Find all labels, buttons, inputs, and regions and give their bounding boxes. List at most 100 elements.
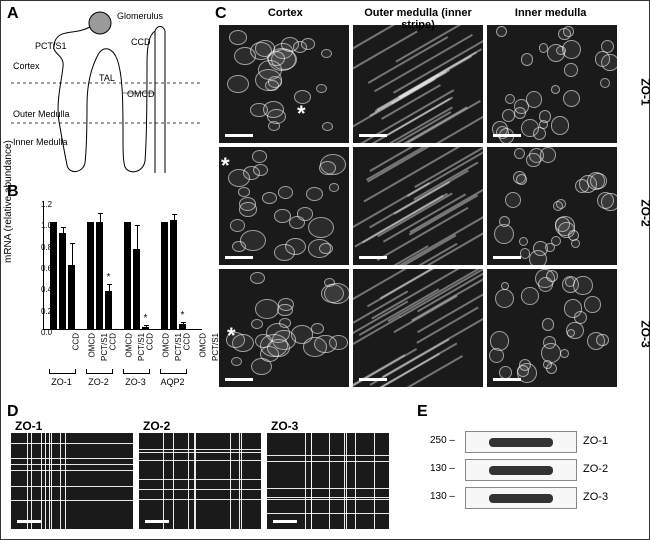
panel-b: B mRNA (relative abundance) *** 0.00.20.…	[5, 183, 205, 393]
significance-marker: *	[144, 313, 148, 324]
chart-bar	[96, 222, 103, 329]
panel-d-sublabel: ZO-3	[271, 419, 298, 433]
zone-outer: Outer Medulla	[13, 109, 70, 119]
scale-bar	[225, 378, 253, 381]
panel-e-label: E	[417, 403, 428, 421]
label-omcd: OMCD	[127, 89, 155, 99]
chart-bar	[133, 249, 140, 329]
scale-bar	[493, 378, 521, 381]
scale-bar	[493, 256, 521, 259]
asterisk-marker: *	[221, 153, 230, 179]
blot-label: ZO-1	[583, 435, 608, 447]
zone-cortex: Cortex	[13, 61, 40, 71]
scale-bar	[273, 520, 297, 523]
scale-bar	[225, 134, 253, 137]
blot-band	[489, 494, 553, 503]
scale-bar	[145, 520, 169, 523]
chart-bar	[161, 222, 168, 329]
micrograph	[11, 433, 133, 529]
label-tal: TAL	[99, 73, 115, 83]
nephron-diagram: Glomerulus PCT/S1 CCD TAL OMCD Cortex Ou…	[5, 5, 205, 175]
scale-bar	[359, 256, 387, 259]
zone-inner: Inner Medulla	[13, 137, 68, 147]
scale-bar	[359, 134, 387, 137]
mw-marker: 250 –	[427, 435, 455, 446]
panel-a: A Glomerulus PCT/S1 CCD TAL OMCD Cortex …	[5, 5, 205, 175]
chart-group-label: ZO-3	[125, 377, 146, 387]
scale-bar	[493, 134, 521, 137]
micrograph	[139, 433, 261, 529]
panel-d-sublabel: ZO-2	[143, 419, 170, 433]
chart-xtick: OMCD	[124, 333, 133, 357]
chart-ytick: 0.2	[41, 308, 43, 316]
micrograph	[487, 25, 617, 143]
chart-ytick: 0.6	[41, 265, 43, 273]
asterisk-marker: *	[297, 101, 306, 127]
chart-xtick: CCD	[108, 333, 117, 350]
blot-label: ZO-3	[583, 491, 608, 503]
chart-bar	[105, 291, 112, 329]
chart-xtick: OMCD	[198, 333, 207, 357]
chart-bar	[68, 265, 75, 329]
chart-bar	[179, 324, 186, 329]
grid-row-label: ZO-1	[638, 79, 650, 106]
label-pcts1: PCT/S1	[35, 41, 67, 51]
chart-group-label: ZO-2	[88, 377, 109, 387]
group-bracket	[49, 369, 76, 374]
micrograph	[267, 433, 389, 529]
grid-col-label: Cortex	[220, 7, 350, 19]
chart-ylabel: mRNA (relative abundance)	[3, 140, 14, 263]
grid-row-label: ZO-3	[638, 320, 650, 347]
mw-marker: 130 –	[427, 491, 455, 502]
group-bracket	[123, 369, 150, 374]
micrograph	[353, 269, 483, 387]
chart-group-label: ZO-1	[51, 377, 72, 387]
micrograph	[353, 147, 483, 265]
label-glomerulus: Glomerulus	[117, 11, 164, 21]
chart-ytick: 1.0	[41, 222, 43, 230]
label-ccd: CCD	[131, 37, 151, 47]
chart-ytick: 1.2	[41, 201, 43, 209]
chart-xtick: CCD	[71, 333, 80, 350]
chart-xtick: CCD	[182, 333, 191, 350]
panel-d: D ZO-1ZO-2ZO-3	[5, 403, 405, 533]
panel-d-sublabel: ZO-1	[15, 419, 42, 433]
blot-band	[489, 438, 553, 447]
chart-area: * * *	[43, 201, 202, 330]
grid-col-label: Inner medulla	[486, 7, 616, 19]
group-bracket	[86, 369, 113, 374]
chart-xtick: OMCD	[87, 333, 96, 357]
micrograph	[353, 25, 483, 143]
chart-xtick: OMCD	[161, 333, 170, 357]
western-blot-lane	[465, 487, 577, 509]
chart-bar	[59, 233, 66, 329]
blot-band	[489, 466, 553, 475]
scale-bar	[359, 378, 387, 381]
chart-xtick: CCD	[145, 333, 154, 350]
grid-row-label: ZO-2	[638, 199, 650, 226]
chart-ytick: 0.0	[41, 329, 43, 337]
micrograph: *	[219, 269, 349, 387]
chart-group-label: AQP2	[160, 377, 184, 387]
scale-bar	[17, 520, 41, 523]
significance-marker: *	[181, 310, 185, 321]
micrograph: *	[219, 25, 349, 143]
mw-marker: 130 –	[427, 463, 455, 474]
micrograph	[487, 269, 617, 387]
group-bracket	[160, 369, 187, 374]
chart-ytick: 0.4	[41, 286, 43, 294]
asterisk-marker: *	[227, 323, 236, 349]
chart-bar	[124, 222, 131, 329]
chart-bar	[142, 327, 149, 329]
micrograph	[487, 147, 617, 265]
western-blot-lane	[465, 431, 577, 453]
figure: A Glomerulus PCT/S1 CCD TAL OMCD Cortex …	[0, 0, 650, 540]
chart-ytick: 0.8	[41, 244, 43, 252]
panel-c: C *** CortexOuter medulla (inner stripe)…	[215, 5, 647, 393]
western-blot-lane	[465, 459, 577, 481]
grid-col-label: Outer medulla (inner stripe)	[353, 7, 483, 31]
chart-bar	[170, 220, 177, 329]
blot-label: ZO-2	[583, 463, 608, 475]
significance-marker: *	[107, 272, 111, 283]
micrograph: *	[219, 147, 349, 265]
